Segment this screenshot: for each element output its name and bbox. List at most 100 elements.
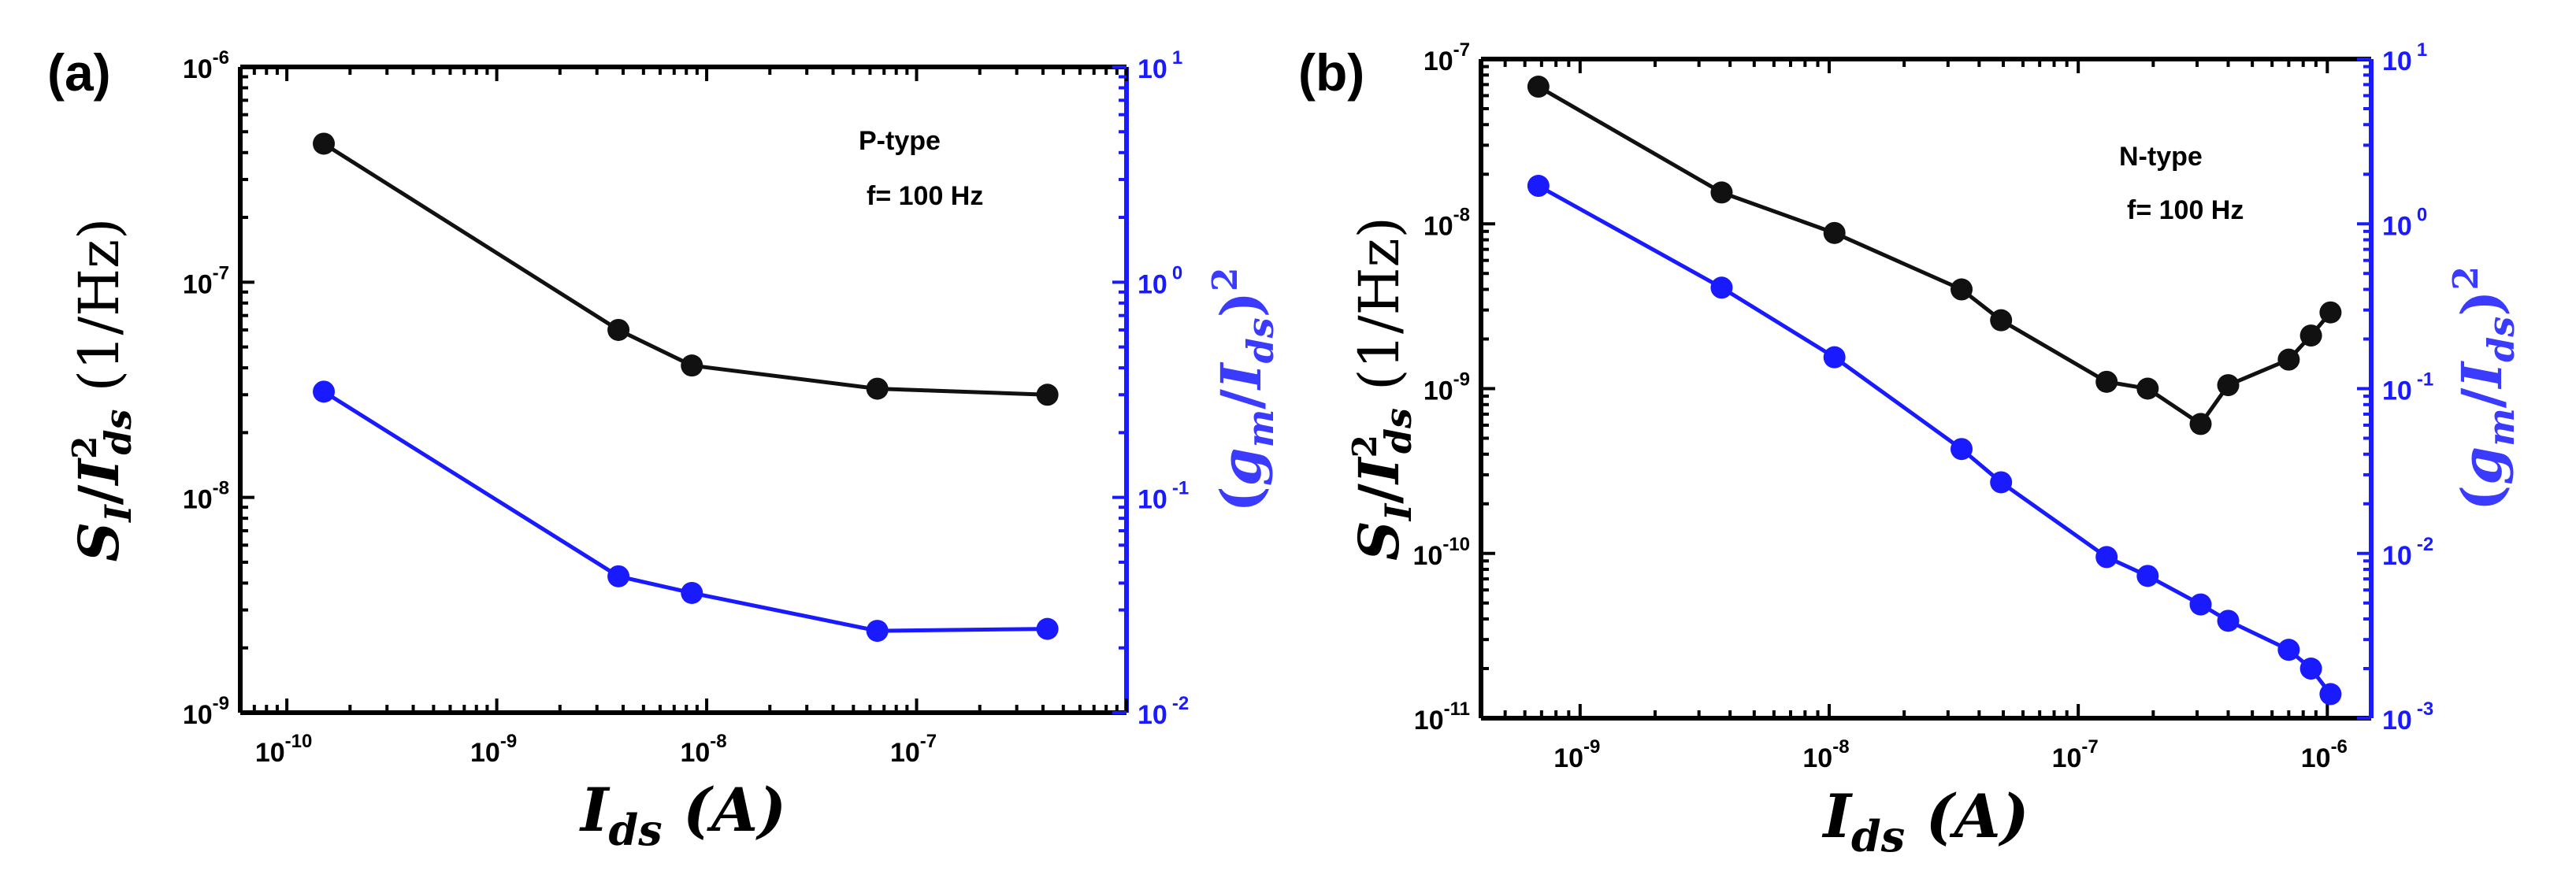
data-point-gm-ratio [607,565,630,587]
y-tick-label: 10-7 [183,262,229,299]
ylabel-sup: 2 [1346,435,1384,458]
tick-base: 10 [1423,211,1453,241]
y2label-sub-m: m [2480,408,2522,446]
y-tick-label: 10-10 [1412,534,1470,571]
series-line-gm-ratio [1537,183,2333,695]
y2label-I: I [2449,361,2515,390]
y2-tick-label: 10 -1 [1138,478,1189,515]
data-point-noise [1823,221,1846,244]
x-axis-label: Ids (A) [1821,781,2029,862]
tick-base: 10 [680,738,710,768]
tick-base: 10 [183,269,213,299]
tick-exponent: 0 [2417,204,2427,225]
data-point-noise [607,318,630,341]
y2label-close: ) [1208,291,1274,317]
y2label-sup: 2 [1205,268,1245,292]
data-point-noise [2277,348,2300,371]
x-tick-label: 10-9 [470,731,517,768]
y2-tick-label: 10 -1 [2382,369,2433,406]
x-tick-label: 10-7 [890,731,937,768]
tick-base: 10 [183,54,213,84]
x-tick-label: 10-9 [1553,736,1600,773]
ylabel-unit: (1/Hz) [67,218,132,409]
data-point-gm-ratio [2299,658,2322,680]
data-point-noise [1036,384,1059,406]
ylabel-unit: (1/Hz) [1347,217,1412,408]
y-axis-label: SI/I2ds (1/Hz) [1346,217,1420,561]
panel-label: (a) [47,43,111,102]
ylabel-sup: 2 [65,436,104,459]
x-tick-label: 10-7 [2052,736,2099,773]
data-point-noise [2095,370,2118,393]
data-point-gm-ratio [1823,346,1846,369]
tick-exponent: -9 [1583,736,1600,758]
annotation-frequency: f= 100 Hz [867,181,983,211]
xlabel-unit: (A) [1905,781,2029,851]
data-point-noise [2136,377,2159,400]
tick-base: 10 [255,738,285,768]
y2label-sup: 2 [2446,266,2486,291]
tick-exponent: -7 [2081,736,2098,758]
tick-exponent: -9 [1453,369,1470,391]
tick-base: 10 [2052,743,2082,773]
tick-base: 10 [1412,541,1442,571]
y-tick-label: 10-8 [183,478,229,515]
tick-base: 10 [2382,541,2412,571]
tick-exponent: -8 [213,478,229,499]
ylabel-S: S [66,522,132,562]
data-point-gm-ratio [1951,438,1973,461]
y2-tick-label: 10 -3 [2382,698,2433,736]
xlabel-symbol: I [579,775,611,845]
tick-base: 10 [1553,743,1583,773]
tick-exponent: -1 [1172,478,1189,499]
y2label-open: ( [1208,486,1274,512]
xlabel-subscript: ds [1851,811,1905,862]
series-line-noise [1537,84,2333,427]
tick-base: 10 [2382,706,2412,736]
xlabel-symbol: I [1821,781,1853,851]
data-point-noise [681,354,703,377]
data-point-gm-ratio [2277,639,2300,661]
data-point-noise [1710,181,1733,204]
y2label-sub-ds: ds [2480,317,2522,362]
tick-exponent: -9 [500,731,517,752]
data-point-noise [1951,278,1973,301]
y2-axis-label: (gm/Ids)2 [1205,268,1282,513]
tick-exponent: -7 [920,731,937,752]
data-point-noise [1527,76,1550,98]
y2-tick-label: 10 0 [1138,262,1182,299]
annotation-type: N-type [2119,142,2203,172]
x-axis-label: Ids (A) [579,775,786,855]
tick-base: 10 [1138,700,1167,730]
y-tick-label: 10-11 [1414,698,1470,736]
tick-base: 10 [1423,46,1453,76]
panel-label: (b) [1298,43,1364,102]
tick-base: 10 [890,738,920,768]
y2label-sub-ds: ds [1239,317,1282,363]
tick-base: 10 [1802,743,1832,773]
ylabel-I: I [66,458,132,487]
y2-axis-label: (gm/Ids)2 [2446,266,2522,511]
x-tick-label: 10-6 [2301,736,2348,773]
x-tick-label: 10-8 [680,731,726,768]
ylabel-sub-I: I [1377,502,1420,522]
tick-base: 10 [2382,211,2412,241]
ylabel-S: S [1346,521,1412,561]
tick-base: 10 [1138,269,1167,299]
tick-exponent: -7 [213,262,229,283]
data-point-gm-ratio [1990,471,2013,494]
y-tick-label: 10-6 [183,47,229,84]
data-point-noise [1990,309,2013,332]
y-tick-label: 10-7 [1423,39,1470,76]
tick-base: 10 [183,700,213,730]
annotation-type: P-type [859,126,941,156]
tick-exponent: -8 [1832,736,1849,758]
y-axis-label: SI/I2ds (1/Hz) [65,218,139,562]
x-tick-label: 10-8 [1802,736,1849,773]
data-point-noise [313,132,336,155]
data-point-noise [2299,324,2322,347]
data-point-noise [2189,413,2212,435]
y-tick-label: 10-9 [1423,369,1470,406]
tick-exponent: 1 [1172,47,1182,69]
tick-base: 10 [1423,376,1453,406]
